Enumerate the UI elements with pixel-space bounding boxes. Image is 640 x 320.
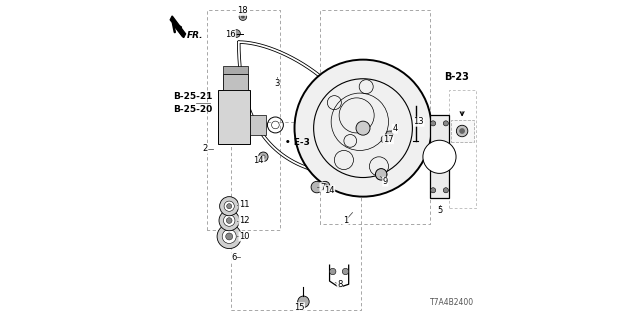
Text: 14: 14 — [324, 186, 335, 195]
Text: B-23: B-23 — [445, 72, 470, 82]
Circle shape — [320, 181, 330, 191]
Polygon shape — [170, 16, 186, 38]
Text: 6: 6 — [231, 253, 237, 262]
Text: 5: 5 — [438, 206, 443, 215]
Text: 14: 14 — [253, 156, 264, 165]
Text: 7: 7 — [320, 183, 325, 192]
Circle shape — [219, 210, 239, 231]
Text: 3: 3 — [275, 79, 280, 88]
Circle shape — [220, 197, 239, 216]
Circle shape — [330, 268, 336, 275]
Circle shape — [423, 140, 456, 173]
Text: 18: 18 — [237, 6, 248, 15]
Circle shape — [444, 188, 449, 193]
Circle shape — [298, 296, 309, 308]
Circle shape — [261, 155, 266, 159]
Text: 13: 13 — [413, 117, 424, 126]
Text: 8: 8 — [337, 280, 342, 289]
Circle shape — [323, 184, 327, 188]
Text: 15: 15 — [294, 303, 305, 312]
Circle shape — [460, 128, 465, 134]
Text: T7A4B2400: T7A4B2400 — [431, 298, 474, 307]
Text: 12: 12 — [239, 216, 250, 225]
Circle shape — [386, 131, 393, 138]
Text: 2: 2 — [203, 144, 208, 153]
Circle shape — [376, 169, 387, 180]
Circle shape — [294, 60, 431, 197]
Text: 17: 17 — [383, 135, 394, 144]
Circle shape — [222, 229, 236, 244]
Text: B-25-21: B-25-21 — [173, 92, 212, 101]
Bar — [250, 116, 266, 134]
Bar — [218, 90, 250, 144]
Circle shape — [431, 121, 436, 126]
Bar — [223, 66, 248, 74]
Circle shape — [431, 188, 436, 193]
Text: B-25-20: B-25-20 — [173, 105, 212, 114]
Circle shape — [381, 135, 390, 143]
Circle shape — [259, 152, 268, 162]
Bar — [451, 120, 474, 142]
Circle shape — [226, 233, 233, 240]
Text: FR.: FR. — [187, 31, 204, 40]
Circle shape — [444, 121, 449, 126]
Circle shape — [311, 181, 323, 193]
Circle shape — [239, 13, 246, 20]
Circle shape — [456, 125, 468, 137]
Text: 9: 9 — [383, 177, 388, 186]
Circle shape — [356, 121, 370, 135]
Circle shape — [224, 201, 234, 211]
Circle shape — [223, 215, 235, 226]
Bar — [223, 74, 248, 90]
Text: 1: 1 — [343, 216, 348, 225]
Circle shape — [271, 121, 279, 129]
Circle shape — [227, 204, 232, 209]
Text: 10: 10 — [239, 232, 250, 241]
Circle shape — [241, 15, 245, 19]
Text: • E-3: • E-3 — [285, 138, 310, 147]
Circle shape — [227, 218, 232, 223]
Bar — [430, 116, 449, 198]
Text: 4: 4 — [392, 124, 397, 133]
Circle shape — [342, 268, 349, 275]
Text: 16: 16 — [225, 30, 236, 39]
Circle shape — [217, 224, 241, 249]
Circle shape — [233, 30, 241, 37]
Text: 11: 11 — [239, 200, 250, 209]
